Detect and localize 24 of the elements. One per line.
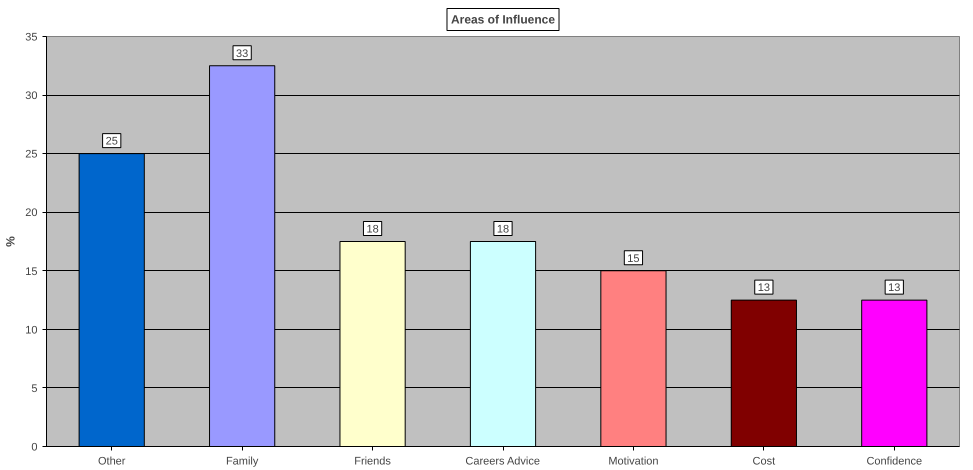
y-tick-label: 10 (25, 324, 38, 336)
y-tick-label: 35 (25, 32, 38, 44)
x-tick-label: Confidence (866, 456, 922, 468)
data-label: 33 (236, 48, 248, 60)
y-tick-label: 5 (31, 382, 38, 395)
x-tick-label: Cost (752, 456, 776, 468)
y-tick-label: 25 (25, 148, 38, 161)
y-tick-label: 15 (25, 266, 38, 278)
data-label: 18 (366, 224, 379, 236)
y-tick-label: 0 (31, 442, 38, 454)
chart-title: Areas of Influence (450, 12, 556, 26)
x-tick-label: Other (98, 456, 126, 468)
x-tick-label: Family (226, 456, 259, 468)
y-tick-label: 30 (25, 90, 38, 102)
x-tick-label: Friends (354, 456, 392, 468)
x-tick-label: Motivation (608, 456, 658, 468)
data-label: 13 (888, 282, 900, 294)
data-label: 15 (627, 252, 640, 265)
data-label: 18 (496, 224, 510, 236)
y-axis-title: % (3, 236, 18, 247)
x-tick-label: Careers Advice (465, 456, 540, 468)
data-label: 25 (106, 136, 118, 148)
y-tick-label: 20 (25, 207, 38, 220)
data-label: 13 (758, 282, 770, 294)
